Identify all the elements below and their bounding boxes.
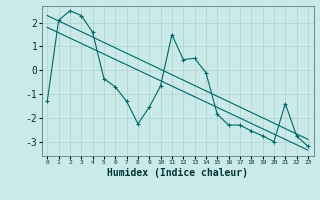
X-axis label: Humidex (Indice chaleur): Humidex (Indice chaleur): [107, 168, 248, 178]
